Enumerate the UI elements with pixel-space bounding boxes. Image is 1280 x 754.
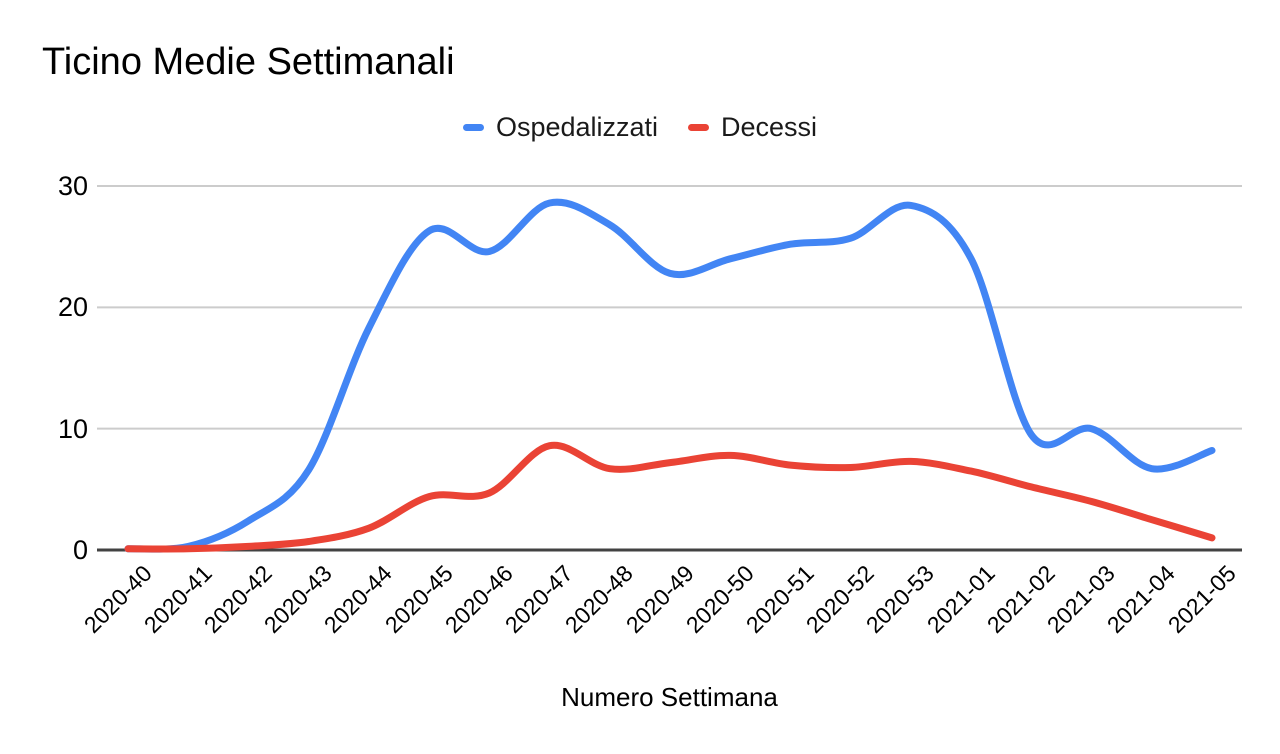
legend-item-ospedalizzati: Ospedalizzati [462,112,659,143]
y-tick-label: 20 [57,292,88,323]
y-tick-label: 30 [57,171,88,201]
legend-label: Ospedalizzati [495,112,659,142]
legend-dash-icon [688,124,710,131]
legend-label: Decessi [721,112,818,142]
y-tick-label: 0 [72,535,88,565]
series-line-decessi [124,441,1216,553]
legend-dash-icon [462,124,484,131]
y-tick-label: 10 [57,413,88,444]
chart-title: Ticino Medie Settimanali [42,41,455,83]
x-axis-title: Numero Settimana [561,682,778,712]
legend-item-decessi: Decessi [688,112,817,143]
legend: Ospedalizzati Decessi [0,112,1280,143]
series-line-ospedalizzati [124,198,1216,553]
